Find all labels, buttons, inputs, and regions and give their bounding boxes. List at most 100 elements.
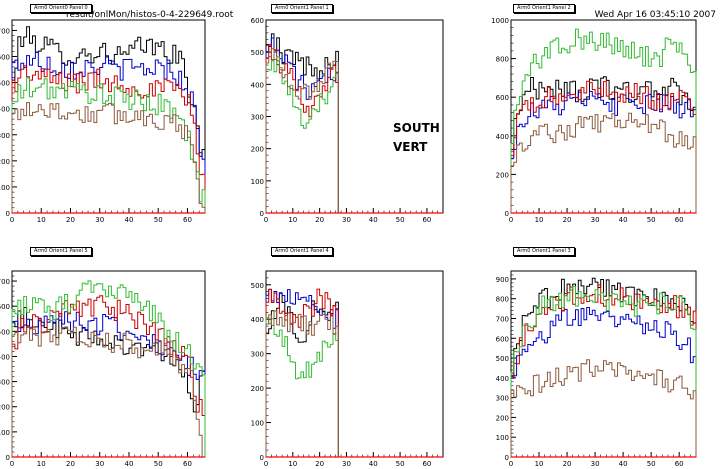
x-tick-label: 50 xyxy=(396,460,405,468)
y-tick-label: 0 xyxy=(6,210,10,218)
x-tick-label: 30 xyxy=(591,460,600,468)
x-tick-label: 40 xyxy=(619,460,628,468)
panel-title: Arm0 Orient0 Panel 0 xyxy=(30,4,92,13)
panel-title: Arm0 Orient1 Panel 5 xyxy=(30,247,92,256)
x-tick-label: 10 xyxy=(535,460,544,468)
x-tick-label: 60 xyxy=(422,460,431,468)
x-tick-label: 40 xyxy=(369,460,378,468)
panel-title: Arm0 Orient1 Panel 4 xyxy=(271,247,333,256)
x-tick-label: 30 xyxy=(95,216,104,224)
y-tick-label: 300 xyxy=(251,351,264,359)
y-tick-label: 400 xyxy=(0,353,10,361)
y-tick-label: 700 xyxy=(0,278,10,286)
y-tick-label: 200 xyxy=(251,146,264,154)
y-tick-label: 200 xyxy=(0,158,10,166)
x-tick-label: 60 xyxy=(183,460,192,468)
x-tick-label: 60 xyxy=(675,216,684,224)
plot-frame xyxy=(265,19,444,214)
series-line xyxy=(11,326,205,458)
y-tick-label: 500 xyxy=(251,49,264,57)
y-tick-label: 600 xyxy=(496,335,509,343)
series-line xyxy=(11,280,206,457)
y-tick-label: 1000 xyxy=(491,17,509,25)
series-line xyxy=(265,310,339,457)
timestamp-header: Wed Apr 16 03:45:10 2007 xyxy=(594,10,716,20)
series-line xyxy=(510,277,697,457)
y-tick-label: 600 xyxy=(0,303,10,311)
series-line xyxy=(11,77,206,213)
series-line xyxy=(11,65,206,213)
x-tick-label: 0 xyxy=(10,216,14,224)
y-tick-label: 400 xyxy=(496,133,509,141)
file-path-header: result/onlMon/histos-0-4-229649.root xyxy=(66,10,234,20)
y-tick-label: 400 xyxy=(0,106,10,114)
panel-title: Arm0 Orient1 Panel 1 xyxy=(271,4,333,13)
series-line xyxy=(510,28,697,213)
y-tick-label: 100 xyxy=(0,429,10,437)
x-tick-label: 0 xyxy=(264,216,268,224)
y-tick-label: 200 xyxy=(496,171,509,179)
series-line xyxy=(265,288,339,457)
x-tick-label: 30 xyxy=(591,216,600,224)
series-line xyxy=(510,285,697,457)
x-tick-label: 60 xyxy=(183,216,192,224)
y-tick-label: 100 xyxy=(0,184,10,192)
x-tick-label: 30 xyxy=(342,216,351,224)
y-tick-label: 800 xyxy=(496,56,509,64)
y-tick-label: 300 xyxy=(0,379,10,387)
series-line xyxy=(11,102,206,213)
y-tick-label: 900 xyxy=(496,276,509,284)
y-tick-label: 700 xyxy=(0,27,10,35)
x-tick-label: 0 xyxy=(509,460,513,468)
series-line xyxy=(510,80,697,213)
x-tick-label: 50 xyxy=(647,216,656,224)
y-tick-label: 600 xyxy=(0,54,10,62)
x-tick-label: 40 xyxy=(125,216,134,224)
y-tick-label: 400 xyxy=(496,375,509,383)
y-tick-label: 300 xyxy=(251,114,264,122)
series-line xyxy=(510,359,697,457)
x-tick-label: 50 xyxy=(647,460,656,468)
series-line xyxy=(265,292,339,457)
x-tick-label: 30 xyxy=(95,460,104,468)
x-tick-label: 40 xyxy=(369,216,378,224)
y-tick-label: 0 xyxy=(260,454,264,462)
x-tick-label: 20 xyxy=(66,216,75,224)
x-tick-label: 0 xyxy=(509,216,513,224)
annotation-south: SOUTH xyxy=(393,121,440,135)
y-tick-label: 300 xyxy=(0,132,10,140)
panel-title: Arm0 Orient1 Panel 2 xyxy=(513,4,575,13)
x-tick-label: 20 xyxy=(66,460,75,468)
x-tick-label: 50 xyxy=(396,216,405,224)
y-tick-label: 200 xyxy=(0,404,10,412)
x-tick-label: 20 xyxy=(315,460,324,468)
series-line xyxy=(265,317,339,457)
x-tick-label: 20 xyxy=(315,216,324,224)
y-tick-label: 0 xyxy=(6,454,10,462)
y-tick-label: 0 xyxy=(260,210,264,218)
series-line xyxy=(510,112,697,213)
y-tick-label: 400 xyxy=(251,316,264,324)
panel-title: Arm0 Orient1 Panel 3 xyxy=(513,247,575,256)
x-tick-label: 30 xyxy=(342,460,351,468)
x-tick-label: 0 xyxy=(264,460,268,468)
y-tick-label: 600 xyxy=(496,94,509,102)
y-tick-label: 100 xyxy=(496,434,509,442)
x-tick-label: 10 xyxy=(288,460,297,468)
y-tick-label: 300 xyxy=(496,395,509,403)
x-tick-label: 10 xyxy=(288,216,297,224)
y-tick-label: 500 xyxy=(0,328,10,336)
x-tick-label: 60 xyxy=(675,460,684,468)
series-line xyxy=(510,307,697,457)
series-line xyxy=(510,76,697,213)
y-tick-label: 500 xyxy=(496,355,509,363)
y-tick-label: 700 xyxy=(496,315,509,323)
x-tick-label: 50 xyxy=(154,460,163,468)
y-tick-label: 200 xyxy=(496,414,509,422)
x-tick-label: 0 xyxy=(10,460,14,468)
y-tick-label: 0 xyxy=(505,454,509,462)
y-tick-label: 100 xyxy=(251,420,264,428)
y-tick-label: 600 xyxy=(251,17,264,25)
x-tick-label: 10 xyxy=(37,216,46,224)
